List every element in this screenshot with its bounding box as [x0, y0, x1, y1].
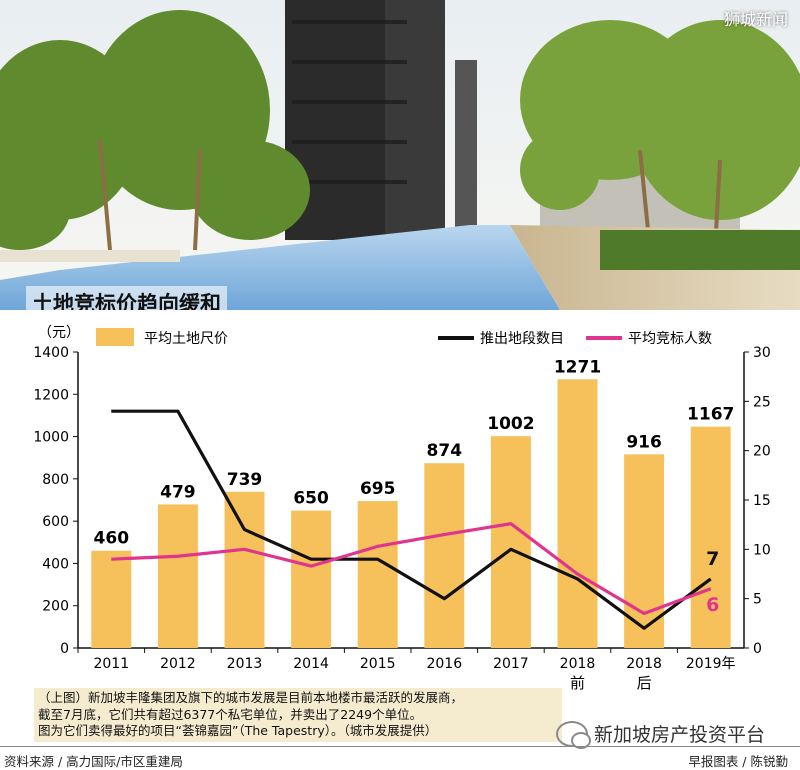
caption-line-1: （上图）新加坡丰隆集团及旗下的城市发展是目前本地楼市最活跃的发展商，	[38, 690, 558, 707]
bar-value-label: 916	[626, 432, 662, 452]
bar	[225, 492, 265, 648]
count-end-label: 7	[706, 548, 719, 570]
bar	[424, 463, 464, 648]
bar-value-label: 1002	[487, 414, 534, 434]
bar	[558, 379, 598, 648]
y-right-tick-label: 5	[753, 592, 762, 608]
bar	[158, 504, 198, 648]
y-right-tick-label: 10	[753, 542, 771, 558]
x-tick-label: 2017	[493, 656, 529, 672]
x-tick-label: 2011	[93, 656, 129, 672]
tapestry-photo	[0, 0, 800, 310]
y-right-tick-label: 25	[753, 394, 771, 410]
y-left-tick-label: 1000	[33, 430, 69, 446]
bar-value-label: 1271	[554, 357, 601, 377]
bar	[91, 551, 131, 648]
footer: 资料来源 / 高力国际/市区重建局 早报图表 / 陈锐勤	[0, 746, 800, 769]
y-left-unit-label: （元）	[38, 325, 80, 341]
y-left-tick-label: 200	[42, 599, 69, 615]
y-left-tick-label: 1400	[33, 345, 69, 361]
y-left-tick-label: 0	[60, 641, 69, 657]
y-right-tick-label: 15	[753, 493, 771, 509]
footer-source: 资料来源 / 高力国际/市区重建局	[4, 751, 183, 770]
land-price-chart: （元） 平均土地尺价 推出地段数目 平均竞标人数 020040060080010…	[0, 310, 800, 690]
x-tick-label: 2019年	[686, 656, 736, 672]
y-right-tick-label: 0	[753, 641, 762, 657]
x-tick-label: 2018	[626, 656, 662, 672]
bar-value-label: 695	[360, 479, 396, 499]
bar	[291, 511, 331, 648]
x-tick-label: 2015	[360, 656, 396, 672]
x-sub-label: 后	[637, 674, 652, 690]
bar	[358, 501, 398, 648]
x-tick-label: 2016	[426, 656, 462, 672]
bar-value-label: 479	[160, 482, 196, 502]
bar-value-label: 650	[293, 489, 329, 509]
x-sub-label: 前	[570, 674, 585, 690]
y-left-tick-label: 400	[42, 556, 69, 572]
photo-caption: （上图）新加坡丰隆集团及旗下的城市发展是目前本地楼市最活跃的发展商， 截至7月底…	[34, 688, 562, 742]
bar-value-label: 874	[427, 441, 463, 461]
caption-line-3: 图为它们卖得最好的项目“荟锦嘉园”（The Tapestry）。（城市发展提供）	[38, 723, 558, 740]
x-tick-label: 2012	[160, 656, 196, 672]
footer-credit: 早报图表 / 陈锐勤	[688, 751, 788, 770]
legend-label-count: 推出地段数目	[480, 331, 564, 347]
legend-label-bidders: 平均竞标人数	[628, 330, 712, 347]
watermark: 狮城新闻	[724, 6, 788, 30]
bar	[491, 436, 531, 648]
y-right-tick-label: 20	[753, 444, 771, 460]
bar-value-label: 460	[94, 529, 130, 549]
x-tick-label: 2014	[293, 656, 329, 672]
legend-label-bar: 平均土地尺价	[144, 331, 228, 347]
y-left-tick-label: 1200	[33, 387, 69, 403]
legend-swatch-bar	[96, 328, 134, 346]
y-left-tick-label: 800	[42, 472, 69, 488]
bar-value-label: 739	[227, 470, 263, 490]
caption-line-2: 截至7月底，它们共有超过6377个私宅单位，并卖出了2249个单位。	[38, 707, 558, 724]
y-right-tick-label: 30	[753, 345, 771, 361]
x-tick-label: 2018	[560, 656, 596, 672]
wechat-icon	[556, 721, 588, 747]
brand-name: 新加坡房产投资平台	[594, 720, 765, 747]
bar-value-label: 1167	[687, 405, 734, 425]
brand: 新加坡房产投资平台	[556, 720, 765, 747]
y-left-tick-label: 600	[42, 514, 69, 530]
bidders-end-label: 6	[706, 594, 719, 616]
x-tick-label: 2013	[227, 656, 263, 672]
